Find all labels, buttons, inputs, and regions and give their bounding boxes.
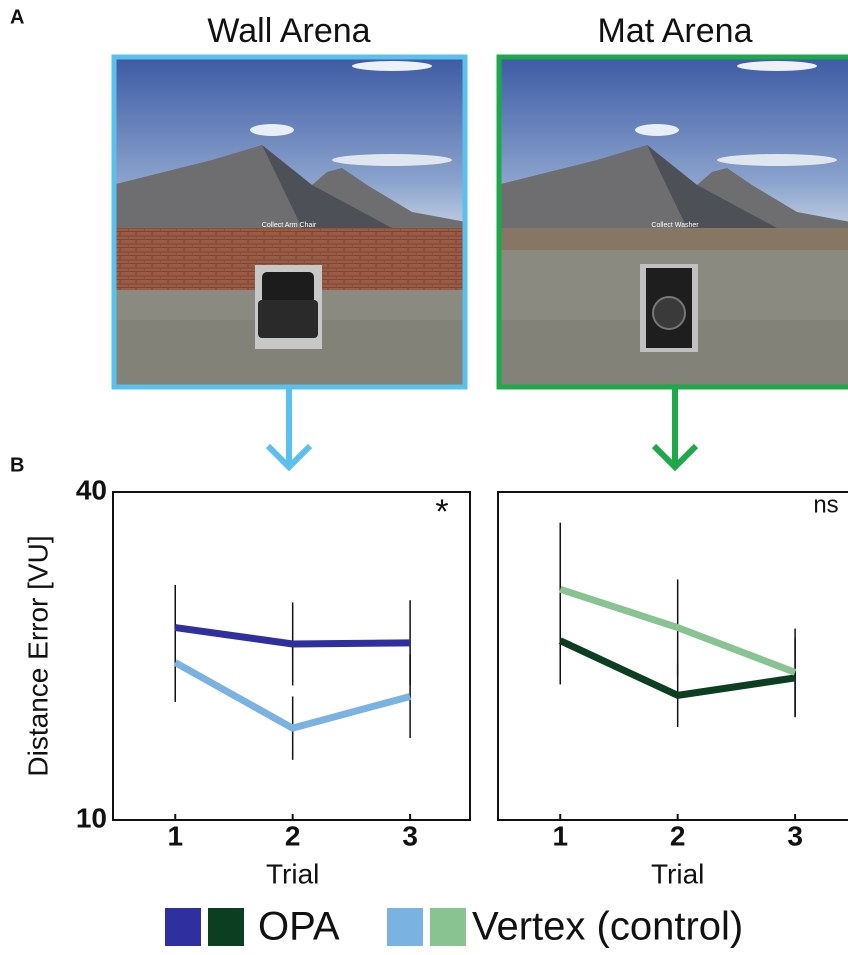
panel-label: B xyxy=(10,454,24,476)
y-tick-label: 40 xyxy=(76,474,107,505)
panel-label: A xyxy=(10,6,24,28)
mountain-shade xyxy=(647,145,777,228)
scene-caption: Collect Washer xyxy=(651,222,699,229)
series-line xyxy=(174,624,411,648)
x-tick-label: 3 xyxy=(402,820,418,851)
x-tick-label: 3 xyxy=(787,820,803,851)
plot-frame xyxy=(497,491,848,821)
y-tick-label: 10 xyxy=(76,802,107,833)
legend-swatch xyxy=(208,908,244,946)
chair-back xyxy=(262,272,314,304)
x-axis-label: Trial xyxy=(266,858,319,889)
cloud xyxy=(332,154,452,166)
legend-swatch xyxy=(430,908,466,946)
scene: Collect Arm Chair xyxy=(114,57,464,387)
legend-swatch xyxy=(387,908,423,946)
x-axis-label: Trial xyxy=(651,858,704,889)
mat xyxy=(499,228,848,250)
arrow-head xyxy=(265,443,313,472)
chair-seat xyxy=(258,300,318,338)
scene-caption: Collect Arm Chair xyxy=(262,222,317,229)
cloud xyxy=(250,124,294,136)
legend-label: Vertex (control) xyxy=(472,905,743,949)
x-tick-label: 2 xyxy=(670,820,686,851)
legend-label: OPA xyxy=(258,905,340,949)
panel-frame xyxy=(496,54,848,390)
mountain-shade xyxy=(262,145,392,228)
cloud xyxy=(717,154,837,166)
washer-door xyxy=(652,296,686,330)
y-axis-label: Distance Error [VU] xyxy=(22,535,53,776)
x-tick-label: 2 xyxy=(285,820,301,851)
panel-title: Mat Arena xyxy=(598,12,753,50)
series-line xyxy=(559,585,797,676)
panel-frame xyxy=(111,54,468,390)
cloud xyxy=(352,61,432,71)
series-line xyxy=(558,637,796,699)
significance-annotation: * xyxy=(435,493,448,531)
arrow-head xyxy=(651,443,699,472)
series-line xyxy=(173,659,412,732)
x-tick-label: 1 xyxy=(167,820,183,851)
plot-frame xyxy=(112,491,471,821)
scene: Collect Washer xyxy=(499,57,848,387)
x-tick-label: 1 xyxy=(552,820,568,851)
panel-title: Wall Arena xyxy=(207,12,370,50)
legend-swatch xyxy=(165,908,201,946)
cloud xyxy=(737,61,817,71)
significance-annotation: ns xyxy=(813,491,838,518)
cloud xyxy=(635,124,679,136)
